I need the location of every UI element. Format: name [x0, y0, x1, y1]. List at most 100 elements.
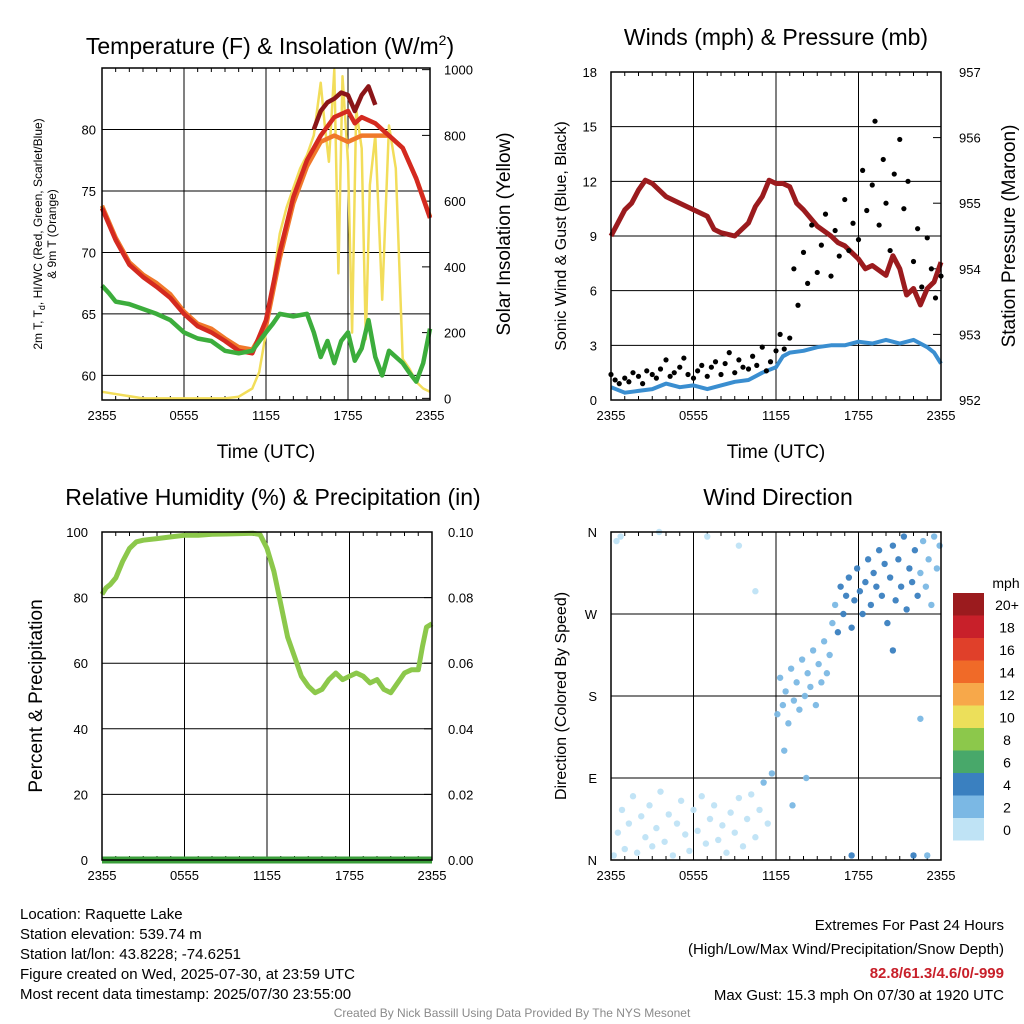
- direction-point: [917, 715, 924, 722]
- y2-tick-label: 400: [444, 260, 466, 275]
- gust-point: [928, 266, 934, 272]
- direction-point: [669, 852, 677, 859]
- direction-point: [919, 537, 927, 545]
- direction-point: [922, 583, 930, 590]
- gust-point: [864, 207, 870, 214]
- direction-point: [790, 697, 798, 704]
- direction-point: [933, 565, 941, 572]
- gust-point: [612, 377, 618, 383]
- series-wind-line: [610, 337, 943, 395]
- direction-point: [673, 820, 681, 827]
- legend-label: 10: [999, 710, 1015, 726]
- direction-point: [903, 606, 910, 613]
- gust-point: [832, 227, 838, 234]
- gust-point: [663, 357, 669, 363]
- y-tick-label: 70: [82, 245, 96, 260]
- direction-point: [867, 601, 875, 609]
- gust-point: [708, 364, 714, 370]
- y-axis-label: Direction (Colored By Speed): [553, 592, 570, 800]
- legend-swatch: [953, 660, 984, 683]
- humidity-precipitation-chart: 2355 0555 1155 1755 23550204060801000.000.02…: [26, 484, 481, 883]
- legend-swatch: [953, 750, 984, 773]
- direction-point: [917, 569, 924, 577]
- direction-point: [862, 578, 869, 586]
- legend-swatch: [953, 795, 984, 818]
- x-tick-label: 1755: [334, 408, 363, 423]
- legend-title: mph: [992, 575, 1019, 591]
- direction-point: [807, 683, 814, 691]
- direction-point: [698, 793, 705, 800]
- direction-point: [837, 583, 844, 590]
- gust-point: [759, 344, 765, 350]
- plot-frame: [101, 531, 433, 861]
- direction-point: [629, 793, 637, 800]
- temperature-insolation-chart: 2355 0555 1155 1755 235560657075800200400600…: [31, 32, 515, 463]
- direction-point: [704, 533, 711, 540]
- legend-swatch: [953, 773, 984, 796]
- direction-point: [764, 820, 771, 827]
- extremes-title: Extremes For Past 24 Hours: [814, 917, 1004, 934]
- legend-label: 18: [999, 620, 1015, 636]
- y-tick-label: S: [588, 689, 597, 704]
- plot-frame: [610, 531, 942, 861]
- x-tick-label: 1755: [844, 868, 873, 883]
- y-tick-label: 60: [74, 656, 88, 671]
- gust-point: [809, 222, 815, 228]
- direction-point: [840, 610, 847, 618]
- direction-point: [884, 619, 891, 627]
- gust-point: [712, 359, 719, 365]
- direction-point: [657, 788, 664, 795]
- x-tick-label: 2355: [418, 868, 447, 883]
- y-tick-label: 100: [66, 525, 88, 540]
- chart-title: Wind Direction: [703, 484, 853, 510]
- y-tick-label: 18: [583, 65, 597, 80]
- legend-label: 16: [999, 642, 1015, 658]
- direction-point: [892, 597, 899, 604]
- y-tick-label: 12: [583, 174, 597, 189]
- legend-label: 20+: [995, 597, 1019, 613]
- gust-point: [640, 381, 646, 387]
- chart-title: Relative Humidity (%) & Precipitation (i…: [65, 484, 480, 510]
- direction-point: [829, 619, 836, 627]
- gust-point: [732, 370, 738, 376]
- direction-point: [875, 547, 883, 554]
- gust-point: [767, 359, 774, 365]
- gust-point: [787, 335, 793, 341]
- direction-point: [638, 813, 645, 820]
- gust-point: [644, 368, 650, 374]
- direction-point: [900, 533, 908, 540]
- x-tick-label: 1155: [253, 868, 281, 883]
- gust-point: [722, 360, 728, 367]
- max-gust-label: Max Gust: 15.3 mph On 07/30 at 1920 UTC: [713, 987, 1004, 1004]
- y2-tick-label: 0.06: [448, 656, 473, 671]
- direction-point: [864, 556, 872, 563]
- y-tick-label: N: [588, 853, 597, 868]
- legend-label: 14: [999, 665, 1015, 681]
- gust-point: [901, 206, 907, 212]
- direction-point: [842, 592, 850, 599]
- y-axis-label: 2m T, Td, HI/WC (Red, Green, Scarlet/Blu…: [31, 118, 47, 349]
- direction-point: [856, 588, 864, 595]
- gust-point: [842, 196, 848, 203]
- direction-point: [642, 834, 649, 841]
- location-label: Location: Raquette Lake: [20, 906, 183, 923]
- y-tick-label: 9: [590, 229, 597, 244]
- gust-point: [924, 235, 930, 241]
- legend-swatch: [953, 728, 984, 751]
- legend-swatch: [953, 615, 984, 638]
- legend-swatch: [953, 683, 984, 706]
- x-tick-label: 0555: [679, 408, 708, 423]
- series-pressure-line: [608, 177, 944, 308]
- direction-point: [653, 824, 660, 832]
- gust-point: [850, 220, 856, 226]
- x-tick-label: 0555: [170, 868, 199, 883]
- direction-point: [625, 820, 633, 827]
- gust-point: [773, 348, 779, 354]
- direction-point: [928, 601, 935, 609]
- x-axis-label: Time (UTC): [727, 442, 826, 463]
- y-tick-label: 75: [82, 184, 96, 199]
- gust-point: [754, 362, 760, 368]
- direction-point: [798, 656, 806, 663]
- direction-point: [831, 601, 839, 609]
- direction-point: [924, 852, 931, 859]
